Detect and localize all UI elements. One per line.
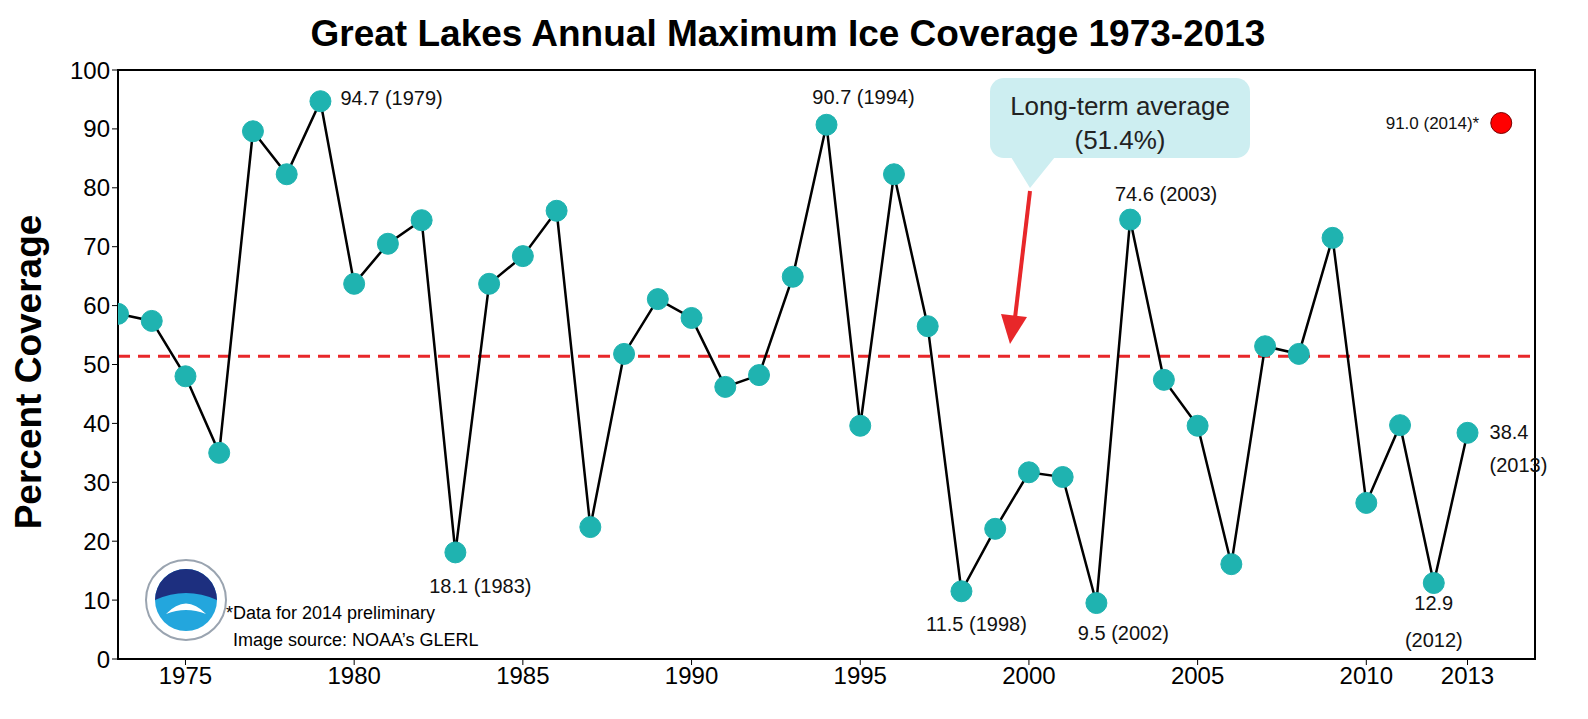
svg-text:Long-term average: Long-term average (1010, 91, 1230, 121)
svg-text:11.5 (1998): 11.5 (1998) (926, 613, 1027, 635)
svg-text:90: 90 (83, 115, 110, 142)
svg-text:90.7 (1994): 90.7 (1994) (812, 86, 914, 108)
svg-text:*Data for 2014 preliminary: *Data for 2014 preliminary (226, 603, 435, 623)
svg-text:10: 10 (83, 587, 110, 614)
svg-text:2000: 2000 (1002, 662, 1055, 689)
svg-text:30: 30 (83, 469, 110, 496)
svg-text:Image source: NOAA’s GLERL: Image source: NOAA’s GLERL (233, 630, 478, 650)
svg-text:1980: 1980 (327, 662, 380, 689)
svg-text:2013: 2013 (1441, 662, 1494, 689)
svg-text:2005: 2005 (1171, 662, 1224, 689)
svg-text:1995: 1995 (834, 662, 887, 689)
svg-text:1990: 1990 (665, 662, 718, 689)
svg-text:Great Lakes Annual Maximum Ice: Great Lakes Annual Maximum Ice Coverage … (311, 13, 1266, 54)
svg-text:70: 70 (83, 233, 110, 260)
svg-text:74.6 (2003): 74.6 (2003) (1115, 183, 1217, 205)
svg-text:100: 100 (70, 57, 110, 84)
svg-text:2010: 2010 (1340, 662, 1393, 689)
svg-text:50: 50 (83, 351, 110, 378)
svg-text:60: 60 (83, 292, 110, 319)
svg-text:(51.4%): (51.4%) (1074, 125, 1165, 155)
svg-text:Percent Coverage: Percent Coverage (8, 215, 49, 530)
svg-text:18.1 (1983): 18.1 (1983) (429, 575, 531, 597)
svg-text:1985: 1985 (496, 662, 549, 689)
svg-text:38.4: 38.4 (1490, 421, 1529, 443)
svg-text:40: 40 (83, 410, 110, 437)
svg-text:(2013): (2013) (1490, 454, 1548, 476)
svg-text:(2012): (2012) (1405, 629, 1463, 651)
svg-text:91.0 (2014)*: 91.0 (2014)* (1386, 114, 1480, 133)
svg-text:20: 20 (83, 528, 110, 555)
svg-text:94.7 (1979): 94.7 (1979) (340, 87, 442, 109)
svg-text:0: 0 (97, 646, 110, 673)
svg-text:9.5 (2002): 9.5 (2002) (1078, 622, 1169, 644)
svg-text:80: 80 (83, 174, 110, 201)
svg-text:1975: 1975 (159, 662, 212, 689)
svg-text:12.9: 12.9 (1414, 592, 1453, 614)
